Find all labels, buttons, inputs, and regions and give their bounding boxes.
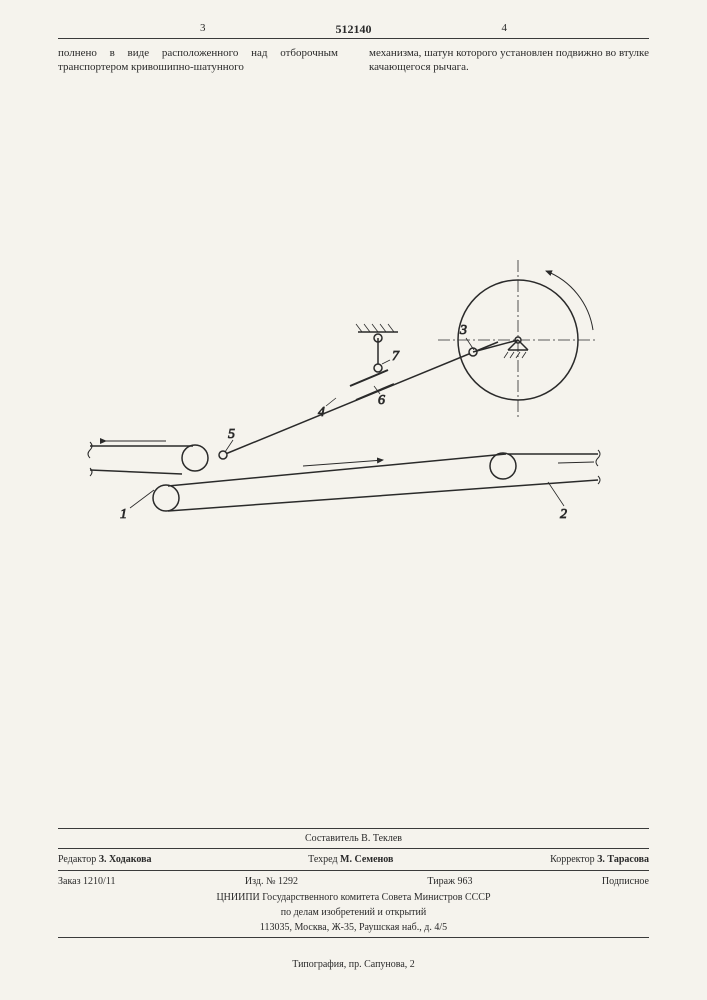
text-column-left: полнено в виде расположенного над отборо… — [58, 46, 338, 75]
credits-row: Редактор З. Ходакова Техред М. Семенов К… — [58, 851, 649, 868]
page-number-left: 3 — [200, 22, 206, 34]
document-number: 512140 — [336, 22, 372, 37]
printer-line: Типография, пр. Сапунова, 2 — [292, 959, 415, 970]
svg-text:2: 2 — [560, 507, 567, 522]
svg-text:1: 1 — [120, 507, 127, 522]
svg-text:4: 4 — [318, 405, 325, 420]
text-column-right: механизма, шатун которого установлен под… — [369, 46, 649, 75]
header-rule — [58, 38, 649, 39]
mechanical-diagram: 1 2 3 4 5 6 7 — [58, 230, 648, 620]
org-line-1: ЦНИИПИ Государственного комитета Совета … — [58, 890, 649, 905]
print-info-row: Заказ 1210/11 Изд. № 1292 Тираж 963 Подп… — [58, 873, 649, 890]
address-line: 113035, Москва, Ж-35, Раушская наб., д. … — [58, 920, 649, 935]
svg-text:5: 5 — [228, 427, 235, 442]
svg-text:7: 7 — [392, 349, 400, 364]
svg-text:3: 3 — [459, 323, 467, 338]
footer-block: Составитель В. Теклев Редактор З. Ходако… — [58, 826, 649, 940]
svg-text:6: 6 — [378, 393, 385, 408]
compiler-line: Составитель В. Теклев — [58, 831, 649, 846]
page-number-right: 4 — [502, 22, 508, 34]
org-line-2: по делам изобретений и открытий — [58, 905, 649, 920]
